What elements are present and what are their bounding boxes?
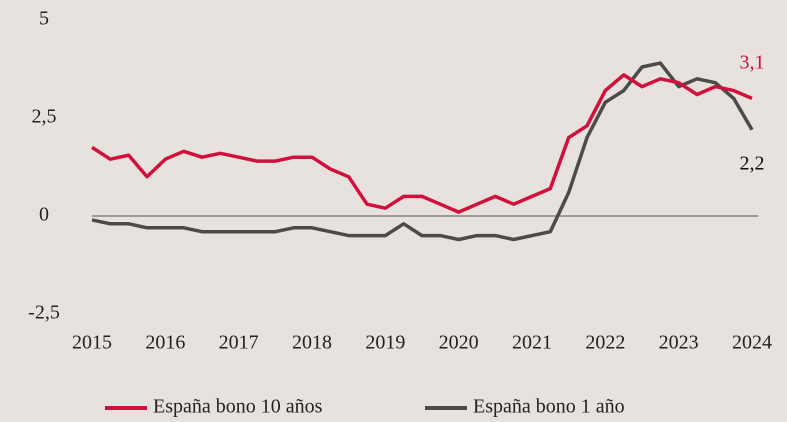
x-tick-label: 2024 — [732, 332, 772, 354]
y-tick-label: 0 — [39, 204, 49, 226]
x-tick-label: 2022 — [585, 332, 625, 354]
annotation: 3,1 — [740, 52, 765, 74]
series-line — [91, 73, 753, 214]
x-tick-label: 2020 — [439, 332, 479, 354]
y-tick-label: -2,5 — [28, 302, 60, 324]
x-tick-label: 2016 — [145, 332, 185, 354]
x-tick-label: 2021 — [512, 332, 552, 354]
x-tick-label: 2015 — [72, 332, 112, 354]
x-tick-label: 2017 — [219, 332, 259, 354]
x-tick-label: 2023 — [659, 332, 699, 354]
y-tick-label: 2,5 — [32, 106, 57, 128]
series-line — [91, 61, 754, 242]
legend-label: España bono 1 año — [473, 396, 625, 418]
x-tick-label: 2019 — [365, 332, 405, 354]
x-tick-label: 2018 — [292, 332, 332, 354]
y-tick-label: 5 — [39, 8, 49, 30]
annotation: 2,2 — [740, 153, 765, 175]
legend-label: España bono 10 años — [153, 396, 323, 418]
